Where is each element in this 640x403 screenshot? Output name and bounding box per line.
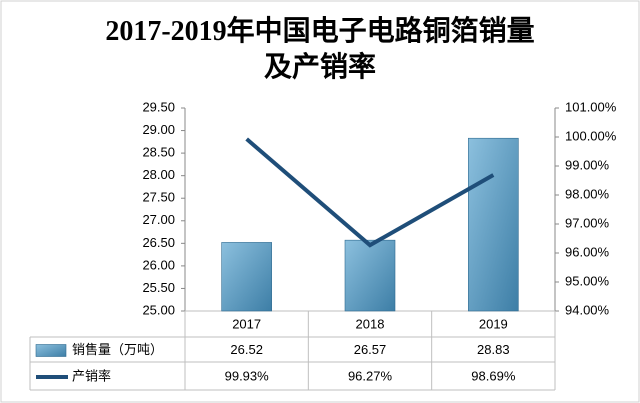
y-tick-label: 29.50 <box>142 99 175 114</box>
x-tick-label: 2018 <box>356 316 385 331</box>
y-tick-label: 26.50 <box>142 235 175 250</box>
data-label: 26.57 <box>354 342 387 357</box>
legend-label: 销售量（万吨） <box>72 342 163 357</box>
y-tick-label: 28.50 <box>142 145 175 160</box>
y2-tick-label: 95.00% <box>565 273 610 288</box>
y2-tick-label: 99.00% <box>565 157 610 172</box>
x-tick-label: 2019 <box>479 316 508 331</box>
data-label: 99.93% <box>225 368 270 383</box>
data-label: 28.83 <box>477 342 510 357</box>
y2-tick-label: 94.00% <box>565 302 610 317</box>
data-label: 26.52 <box>230 342 263 357</box>
chart-title: 2017-2019年中国电子电路铜箔销量及产销率 <box>105 16 535 83</box>
y2-tick-label: 96.00% <box>565 244 610 259</box>
bar <box>344 239 396 312</box>
legend-label: 产销率 <box>72 368 111 383</box>
y-tick-label: 26.00 <box>142 257 175 272</box>
bar <box>221 242 272 312</box>
y-tick-label: 27.00 <box>142 212 175 227</box>
data-label: 96.27% <box>348 368 393 383</box>
data-label: 98.69% <box>471 368 516 383</box>
y2-tick-label: 97.00% <box>565 215 610 230</box>
y-tick-label: 29.00 <box>142 122 175 137</box>
bar <box>468 137 519 312</box>
y-tick-label: 28.00 <box>142 167 175 182</box>
x-tick-label: 2017 <box>232 316 261 331</box>
y-tick-label: 25.00 <box>142 302 175 317</box>
y2-tick-label: 98.00% <box>565 186 610 201</box>
y-tick-label: 27.50 <box>142 190 175 205</box>
y-tick-label: 25.50 <box>142 280 175 295</box>
y2-tick-label: 100.00% <box>565 128 617 143</box>
y2-tick-label: 101.00% <box>565 99 617 114</box>
legend-swatch <box>35 344 67 357</box>
line <box>245 137 495 248</box>
